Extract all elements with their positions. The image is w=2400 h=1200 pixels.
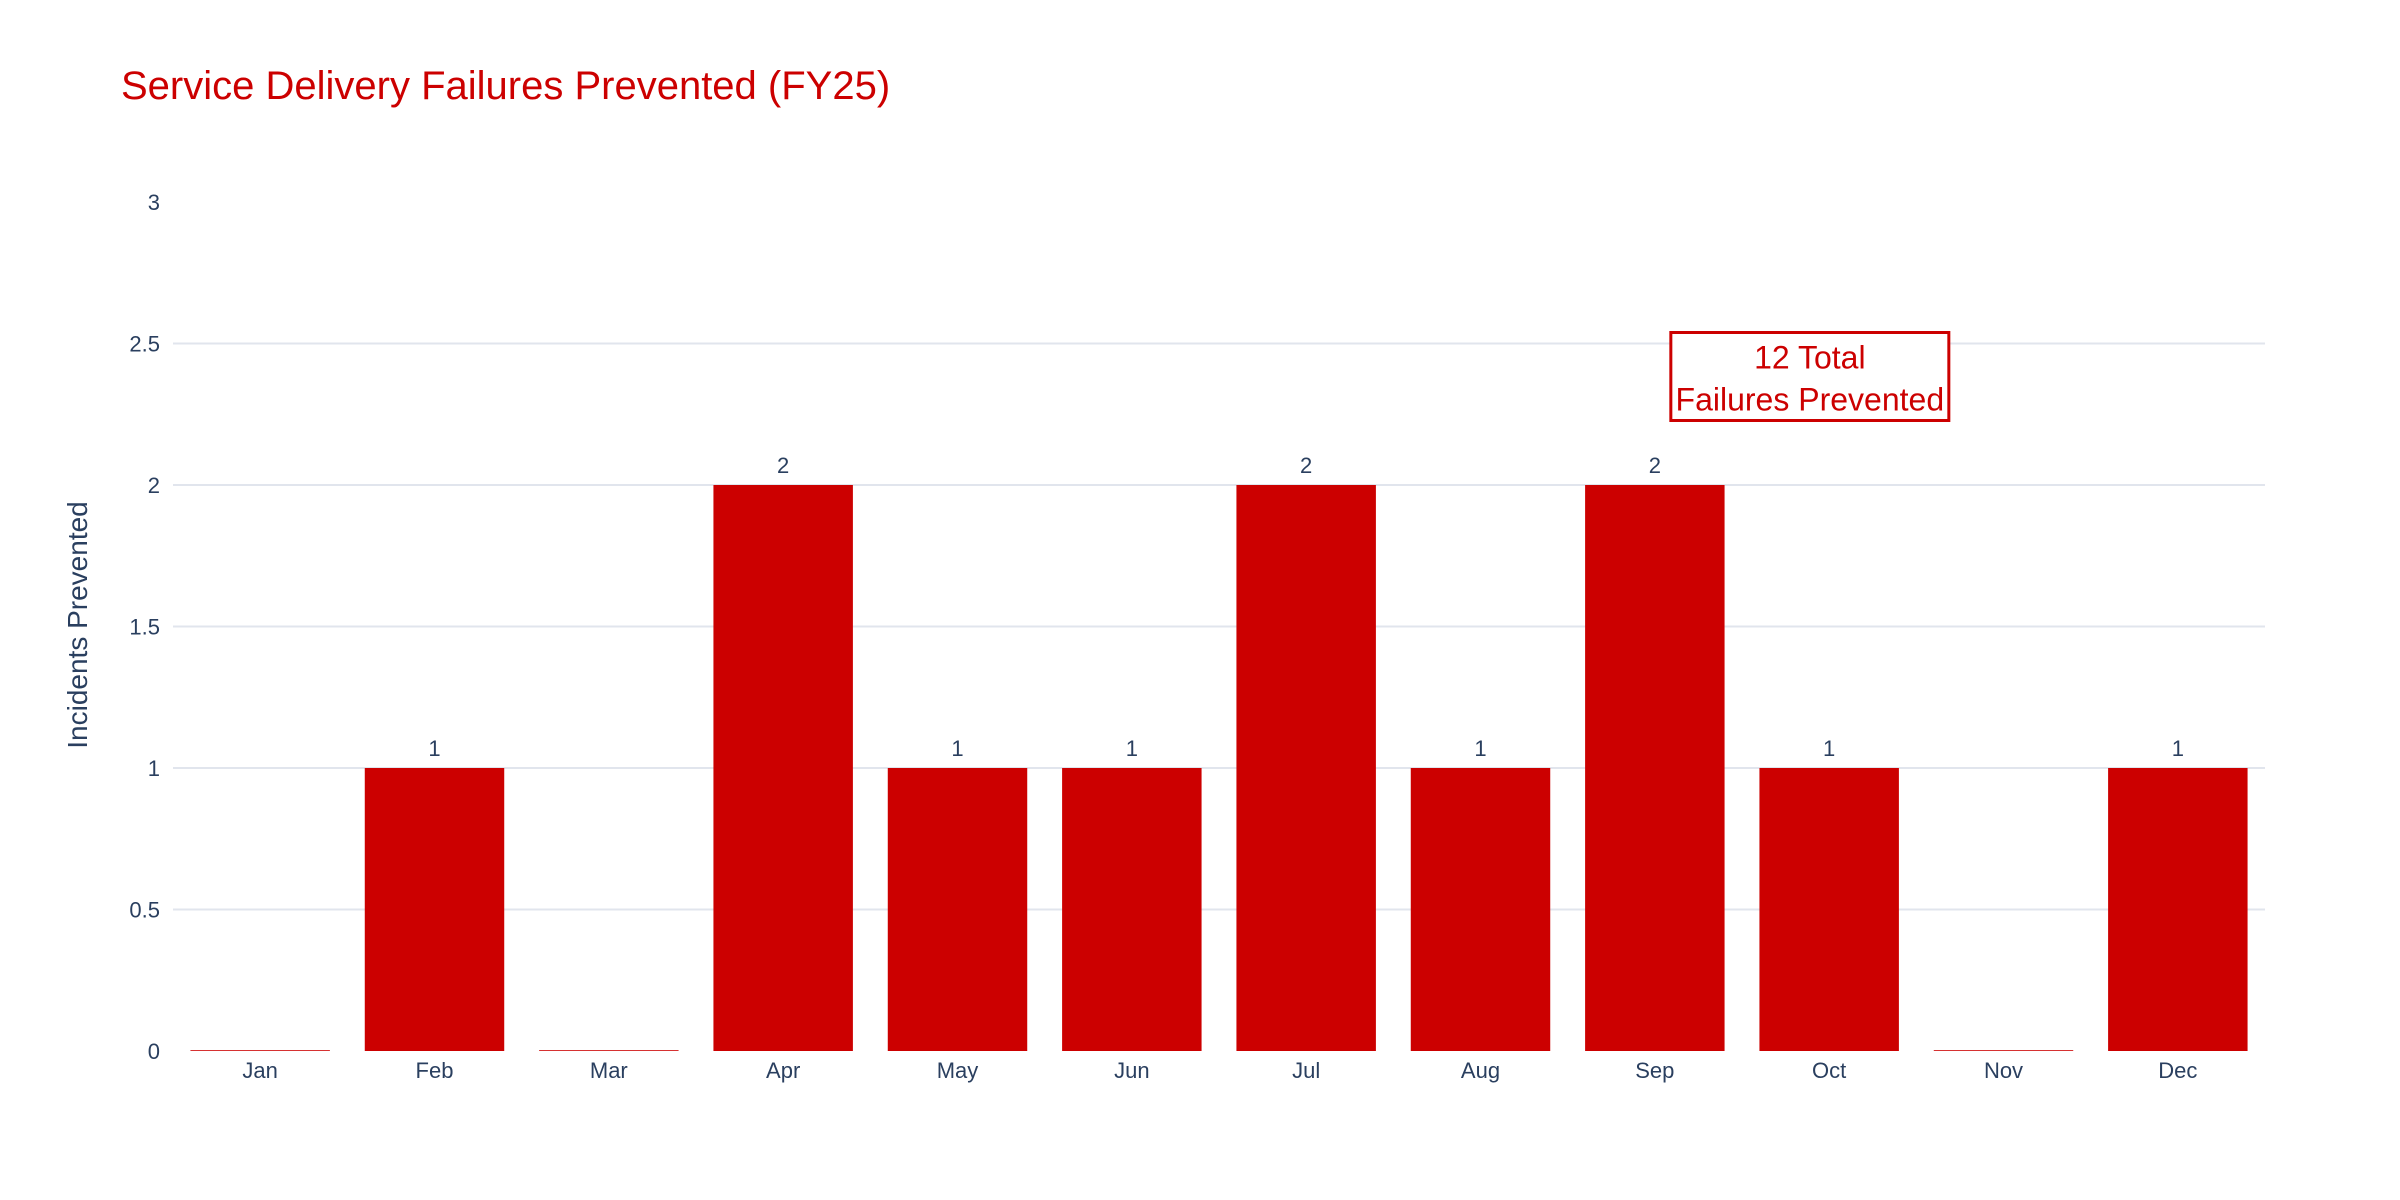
x-tick-label: Oct: [1812, 1058, 1846, 1083]
gridlines: [173, 342, 2265, 911]
bar: [713, 485, 853, 1051]
y-tick-label: 3: [148, 190, 160, 215]
bar: [1933, 1050, 2074, 1051]
bars: [190, 485, 2248, 1051]
x-tick-label: Jul: [1292, 1058, 1320, 1083]
x-tick-label: Sep: [1635, 1058, 1674, 1083]
bar: [1585, 485, 1725, 1051]
x-tick-label: Dec: [2158, 1058, 2197, 1083]
x-tick-label: Aug: [1461, 1058, 1500, 1083]
x-tick-label: May: [937, 1058, 979, 1083]
y-tick-label: 2: [148, 473, 160, 498]
bar: [887, 768, 1028, 1051]
data-label: 1: [951, 736, 963, 761]
data-label: 1: [1126, 736, 1138, 761]
data-label: 1: [1474, 736, 1486, 761]
data-label: 1: [428, 736, 440, 761]
y-axis-title: Incidents Prevented: [62, 501, 93, 749]
x-tick-label: Mar: [590, 1058, 628, 1083]
x-tick-label: Feb: [416, 1058, 454, 1083]
data-label: 2: [1649, 453, 1661, 478]
x-tick-label: Nov: [1984, 1058, 2023, 1083]
data-label: 1: [2172, 736, 2184, 761]
annotation-line-2: Failures Prevented: [1676, 382, 1945, 418]
y-tick-label: 1: [148, 756, 160, 781]
data-label: 1: [1823, 736, 1835, 761]
bar: [1236, 485, 1376, 1051]
data-labels: 1 2 1 1 2 1 2 1 1: [428, 453, 2184, 761]
bar: [539, 1050, 679, 1051]
y-tick-label: 1.5: [129, 615, 160, 640]
x-axis-ticks: Jan Feb Mar Apr May Jun Jul Aug Sep Oct Nov Dec: [242, 1058, 2197, 1083]
x-tick-label: Jun: [1114, 1058, 1149, 1083]
y-tick-label: 2.5: [129, 332, 160, 357]
bar: [1759, 768, 1899, 1051]
bar: [1410, 768, 1551, 1051]
bar: [1062, 768, 1202, 1051]
x-tick-label: Apr: [766, 1058, 800, 1083]
y-axis-ticks: 0 0.5 1 1.5 2 2.5 3: [129, 190, 160, 1064]
bar: [190, 1050, 330, 1051]
annotation-box: [1669, 331, 1951, 422]
y-tick-label: 0.5: [129, 898, 160, 923]
data-label: 2: [1300, 453, 1312, 478]
total-annotation: 12 Total Failures Prevented: [1669, 331, 1951, 422]
y-tick-label: 0: [148, 1039, 160, 1064]
x-tick-label: Jan: [242, 1058, 277, 1083]
data-label: 2: [777, 453, 789, 478]
chart-title: Service Delivery Failures Prevented (FY2…: [121, 64, 890, 108]
bar: [2108, 768, 2248, 1051]
bar: [364, 768, 505, 1051]
annotation-line-1: 12 Total: [1754, 340, 1866, 376]
